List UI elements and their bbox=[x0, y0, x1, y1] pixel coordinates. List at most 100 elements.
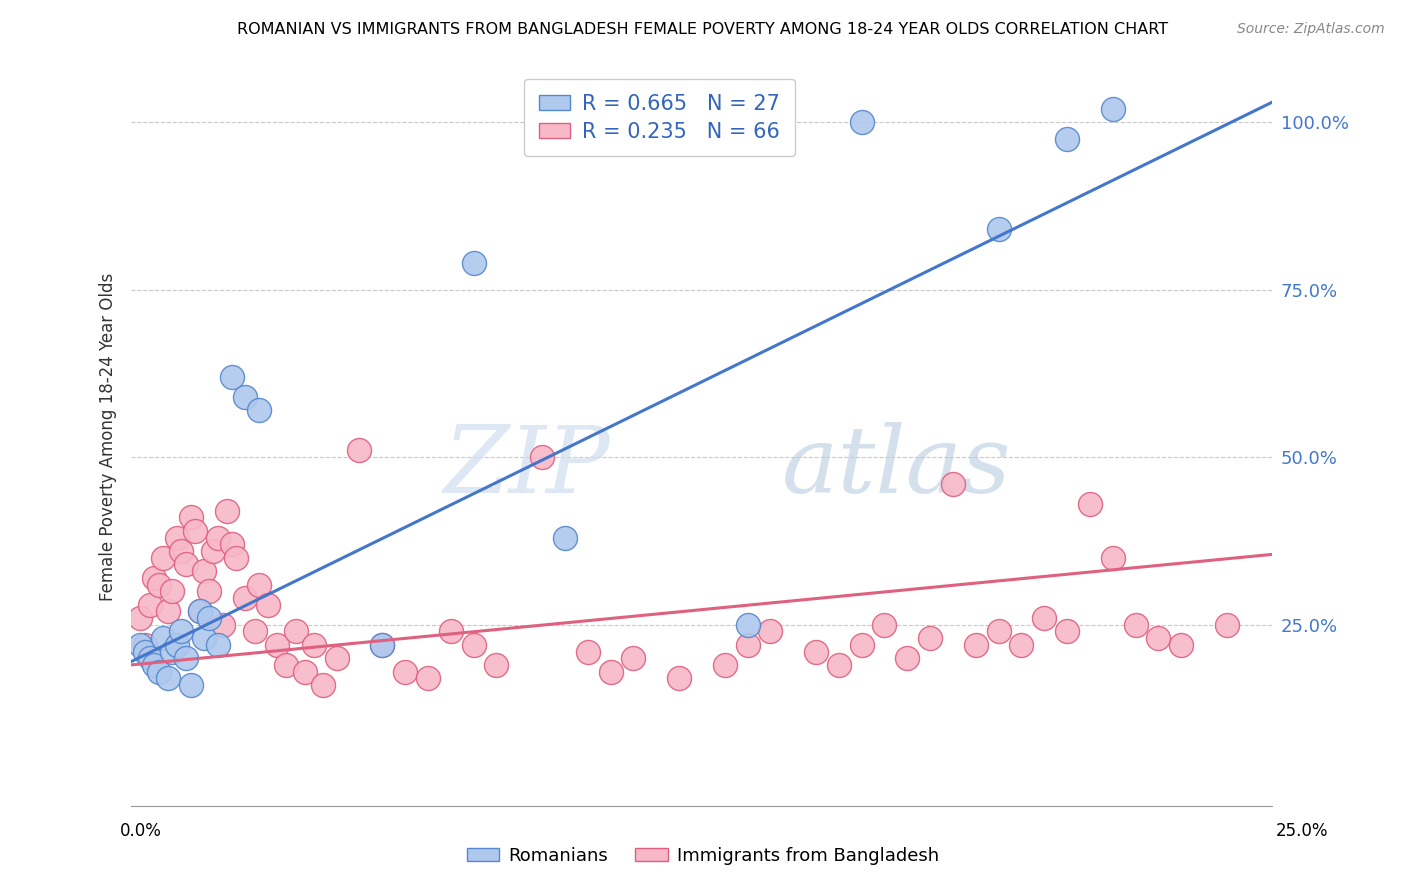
Point bbox=[1078, 497, 1101, 511]
Point bbox=[463, 638, 485, 652]
Point bbox=[235, 390, 257, 404]
Point bbox=[202, 544, 225, 558]
Point bbox=[225, 550, 247, 565]
Point bbox=[266, 638, 288, 652]
Point bbox=[873, 617, 896, 632]
Point bbox=[166, 638, 188, 652]
Point bbox=[737, 638, 759, 652]
Point bbox=[174, 558, 197, 572]
Text: atlas: atlas bbox=[782, 422, 1011, 512]
Text: ROMANIAN VS IMMIGRANTS FROM BANGLADESH FEMALE POVERTY AMONG 18-24 YEAR OLDS CORR: ROMANIAN VS IMMIGRANTS FROM BANGLADESH F… bbox=[238, 22, 1168, 37]
Point bbox=[134, 638, 156, 652]
Point bbox=[162, 584, 184, 599]
Point bbox=[166, 531, 188, 545]
Point bbox=[247, 577, 270, 591]
Point bbox=[134, 644, 156, 658]
Point bbox=[129, 638, 152, 652]
Point bbox=[174, 651, 197, 665]
Point bbox=[156, 671, 179, 685]
Point bbox=[965, 638, 987, 652]
Point bbox=[129, 611, 152, 625]
Point bbox=[987, 222, 1010, 236]
Point bbox=[1056, 624, 1078, 639]
Point bbox=[152, 550, 174, 565]
Point bbox=[621, 651, 644, 665]
Point bbox=[851, 115, 873, 129]
Point bbox=[235, 591, 257, 605]
Point bbox=[371, 638, 394, 652]
Point bbox=[148, 665, 170, 679]
Point bbox=[180, 678, 202, 692]
Point bbox=[920, 631, 942, 645]
Point bbox=[247, 403, 270, 417]
Point bbox=[531, 450, 554, 465]
Point bbox=[737, 617, 759, 632]
Point bbox=[599, 665, 621, 679]
Legend: Romanians, Immigrants from Bangladesh: Romanians, Immigrants from Bangladesh bbox=[460, 840, 946, 872]
Point bbox=[759, 624, 782, 639]
Point bbox=[1101, 102, 1123, 116]
Point bbox=[180, 510, 202, 524]
Point bbox=[349, 443, 371, 458]
Text: Source: ZipAtlas.com: Source: ZipAtlas.com bbox=[1237, 22, 1385, 37]
Point bbox=[713, 657, 735, 672]
Point bbox=[143, 571, 166, 585]
Point bbox=[170, 544, 193, 558]
Point bbox=[1056, 132, 1078, 146]
Point bbox=[440, 624, 463, 639]
Point bbox=[828, 657, 851, 672]
Point bbox=[485, 657, 508, 672]
Point bbox=[170, 624, 193, 639]
Point bbox=[217, 504, 239, 518]
Point bbox=[156, 604, 179, 618]
Point bbox=[284, 624, 307, 639]
Point bbox=[325, 651, 347, 665]
Point bbox=[1010, 638, 1032, 652]
Point bbox=[198, 584, 221, 599]
Point bbox=[188, 604, 211, 618]
Point bbox=[294, 665, 316, 679]
Text: 0.0%: 0.0% bbox=[120, 822, 162, 840]
Point bbox=[198, 611, 221, 625]
Point bbox=[312, 678, 335, 692]
Point bbox=[896, 651, 918, 665]
Point bbox=[302, 638, 325, 652]
Point bbox=[207, 638, 229, 652]
Point bbox=[188, 604, 211, 618]
Text: 25.0%: 25.0% bbox=[1277, 822, 1329, 840]
Point bbox=[257, 598, 280, 612]
Point bbox=[463, 256, 485, 270]
Point bbox=[138, 651, 160, 665]
Text: ZIP: ZIP bbox=[444, 422, 610, 512]
Point bbox=[143, 657, 166, 672]
Point bbox=[668, 671, 690, 685]
Point bbox=[804, 644, 827, 658]
Point bbox=[554, 531, 576, 545]
Point bbox=[371, 638, 394, 652]
Point bbox=[394, 665, 416, 679]
Point bbox=[851, 638, 873, 652]
Point bbox=[138, 598, 160, 612]
Point bbox=[1033, 611, 1056, 625]
Point bbox=[221, 537, 243, 551]
Point bbox=[152, 631, 174, 645]
Point bbox=[221, 369, 243, 384]
Point bbox=[1125, 617, 1147, 632]
Point bbox=[162, 644, 184, 658]
Point bbox=[193, 631, 215, 645]
Point bbox=[576, 644, 599, 658]
Point bbox=[942, 477, 965, 491]
Point bbox=[416, 671, 439, 685]
Point bbox=[148, 577, 170, 591]
Point bbox=[1101, 550, 1123, 565]
Point bbox=[211, 617, 233, 632]
Point bbox=[207, 531, 229, 545]
Point bbox=[1147, 631, 1170, 645]
Point bbox=[987, 624, 1010, 639]
Point bbox=[1170, 638, 1192, 652]
Y-axis label: Female Poverty Among 18-24 Year Olds: Female Poverty Among 18-24 Year Olds bbox=[100, 273, 117, 601]
Point bbox=[243, 624, 266, 639]
Point bbox=[193, 564, 215, 578]
Point bbox=[184, 524, 207, 538]
Point bbox=[1216, 617, 1239, 632]
